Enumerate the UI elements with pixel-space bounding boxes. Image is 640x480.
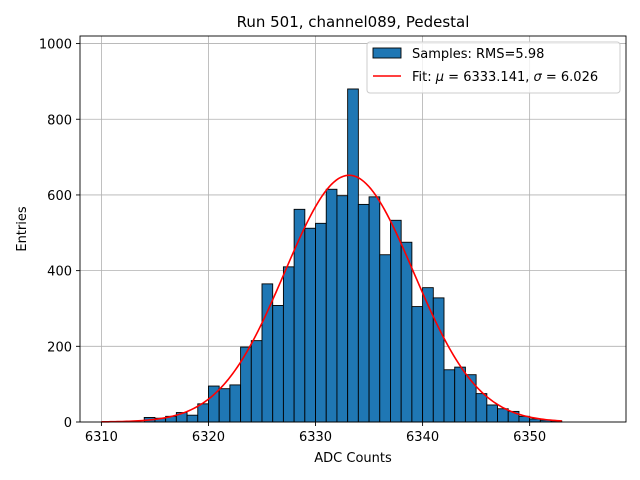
x-tick-label: 6320 [192,430,225,445]
histogram-bar [390,219,402,423]
y-tick-label: 0 [64,416,72,431]
x-ticks: 6310 6320 6330 6340 6350 [85,422,546,445]
y-tick-label: 800 [47,113,72,128]
legend-label-fit: Fit: μ = 6333.141, σ = 6.026 [412,70,598,85]
histogram-bar [336,195,349,423]
histogram-bar [379,254,391,423]
x-axis-label: ADC Counts [314,451,392,466]
y-tick-label: 600 [47,189,72,204]
histogram-bar [325,188,338,423]
chart-title: Run 501, channel089, Pedestal [237,13,470,31]
histogram-bar [357,203,370,423]
histogram-bar [422,287,434,423]
histogram-bar [411,306,424,423]
histogram-bar [229,384,242,423]
histogram-bar [454,366,466,423]
legend: Samples: RMS=5.98 Fit: μ = 6333.141, σ =… [366,41,621,94]
histogram-bar [315,222,327,423]
histogram-bar [250,340,263,423]
histogram-bar [282,266,295,423]
fit-curve [101,174,562,423]
legend-label-samples: Samples: RMS=5.98 [412,47,544,62]
histogram-bar [497,408,509,423]
x-tick-label: 6330 [299,430,332,445]
histogram-bar [400,241,413,423]
legend-box [366,41,621,94]
histogram-bar [272,304,284,423]
x-tick-label: 6350 [513,430,546,445]
histogram-bar [368,196,381,423]
legend-swatch-samples [372,47,402,59]
histogram-bar [486,404,498,423]
axes-frame [79,35,627,423]
y-tick-label: 1000 [39,38,72,53]
x-tick-label: 6340 [406,430,439,445]
histogram-bar [304,227,316,423]
y-tick-label: 400 [47,265,72,280]
histogram-bar [475,393,488,423]
histogram-bar [432,297,445,423]
y-ticks: 0 200 400 600 800 1000 [39,38,80,431]
histogram-bar [197,403,209,423]
histogram-bar [464,374,477,423]
histogram-bar [218,388,231,423]
histogram-bar [293,208,306,423]
y-tick-label: 200 [47,340,72,355]
x-tick-label: 6310 [85,430,118,445]
histogram-bar [186,414,199,423]
histogram-bar [443,369,456,423]
histogram-bar [347,88,359,423]
y-axis-label: Entries [15,206,30,252]
